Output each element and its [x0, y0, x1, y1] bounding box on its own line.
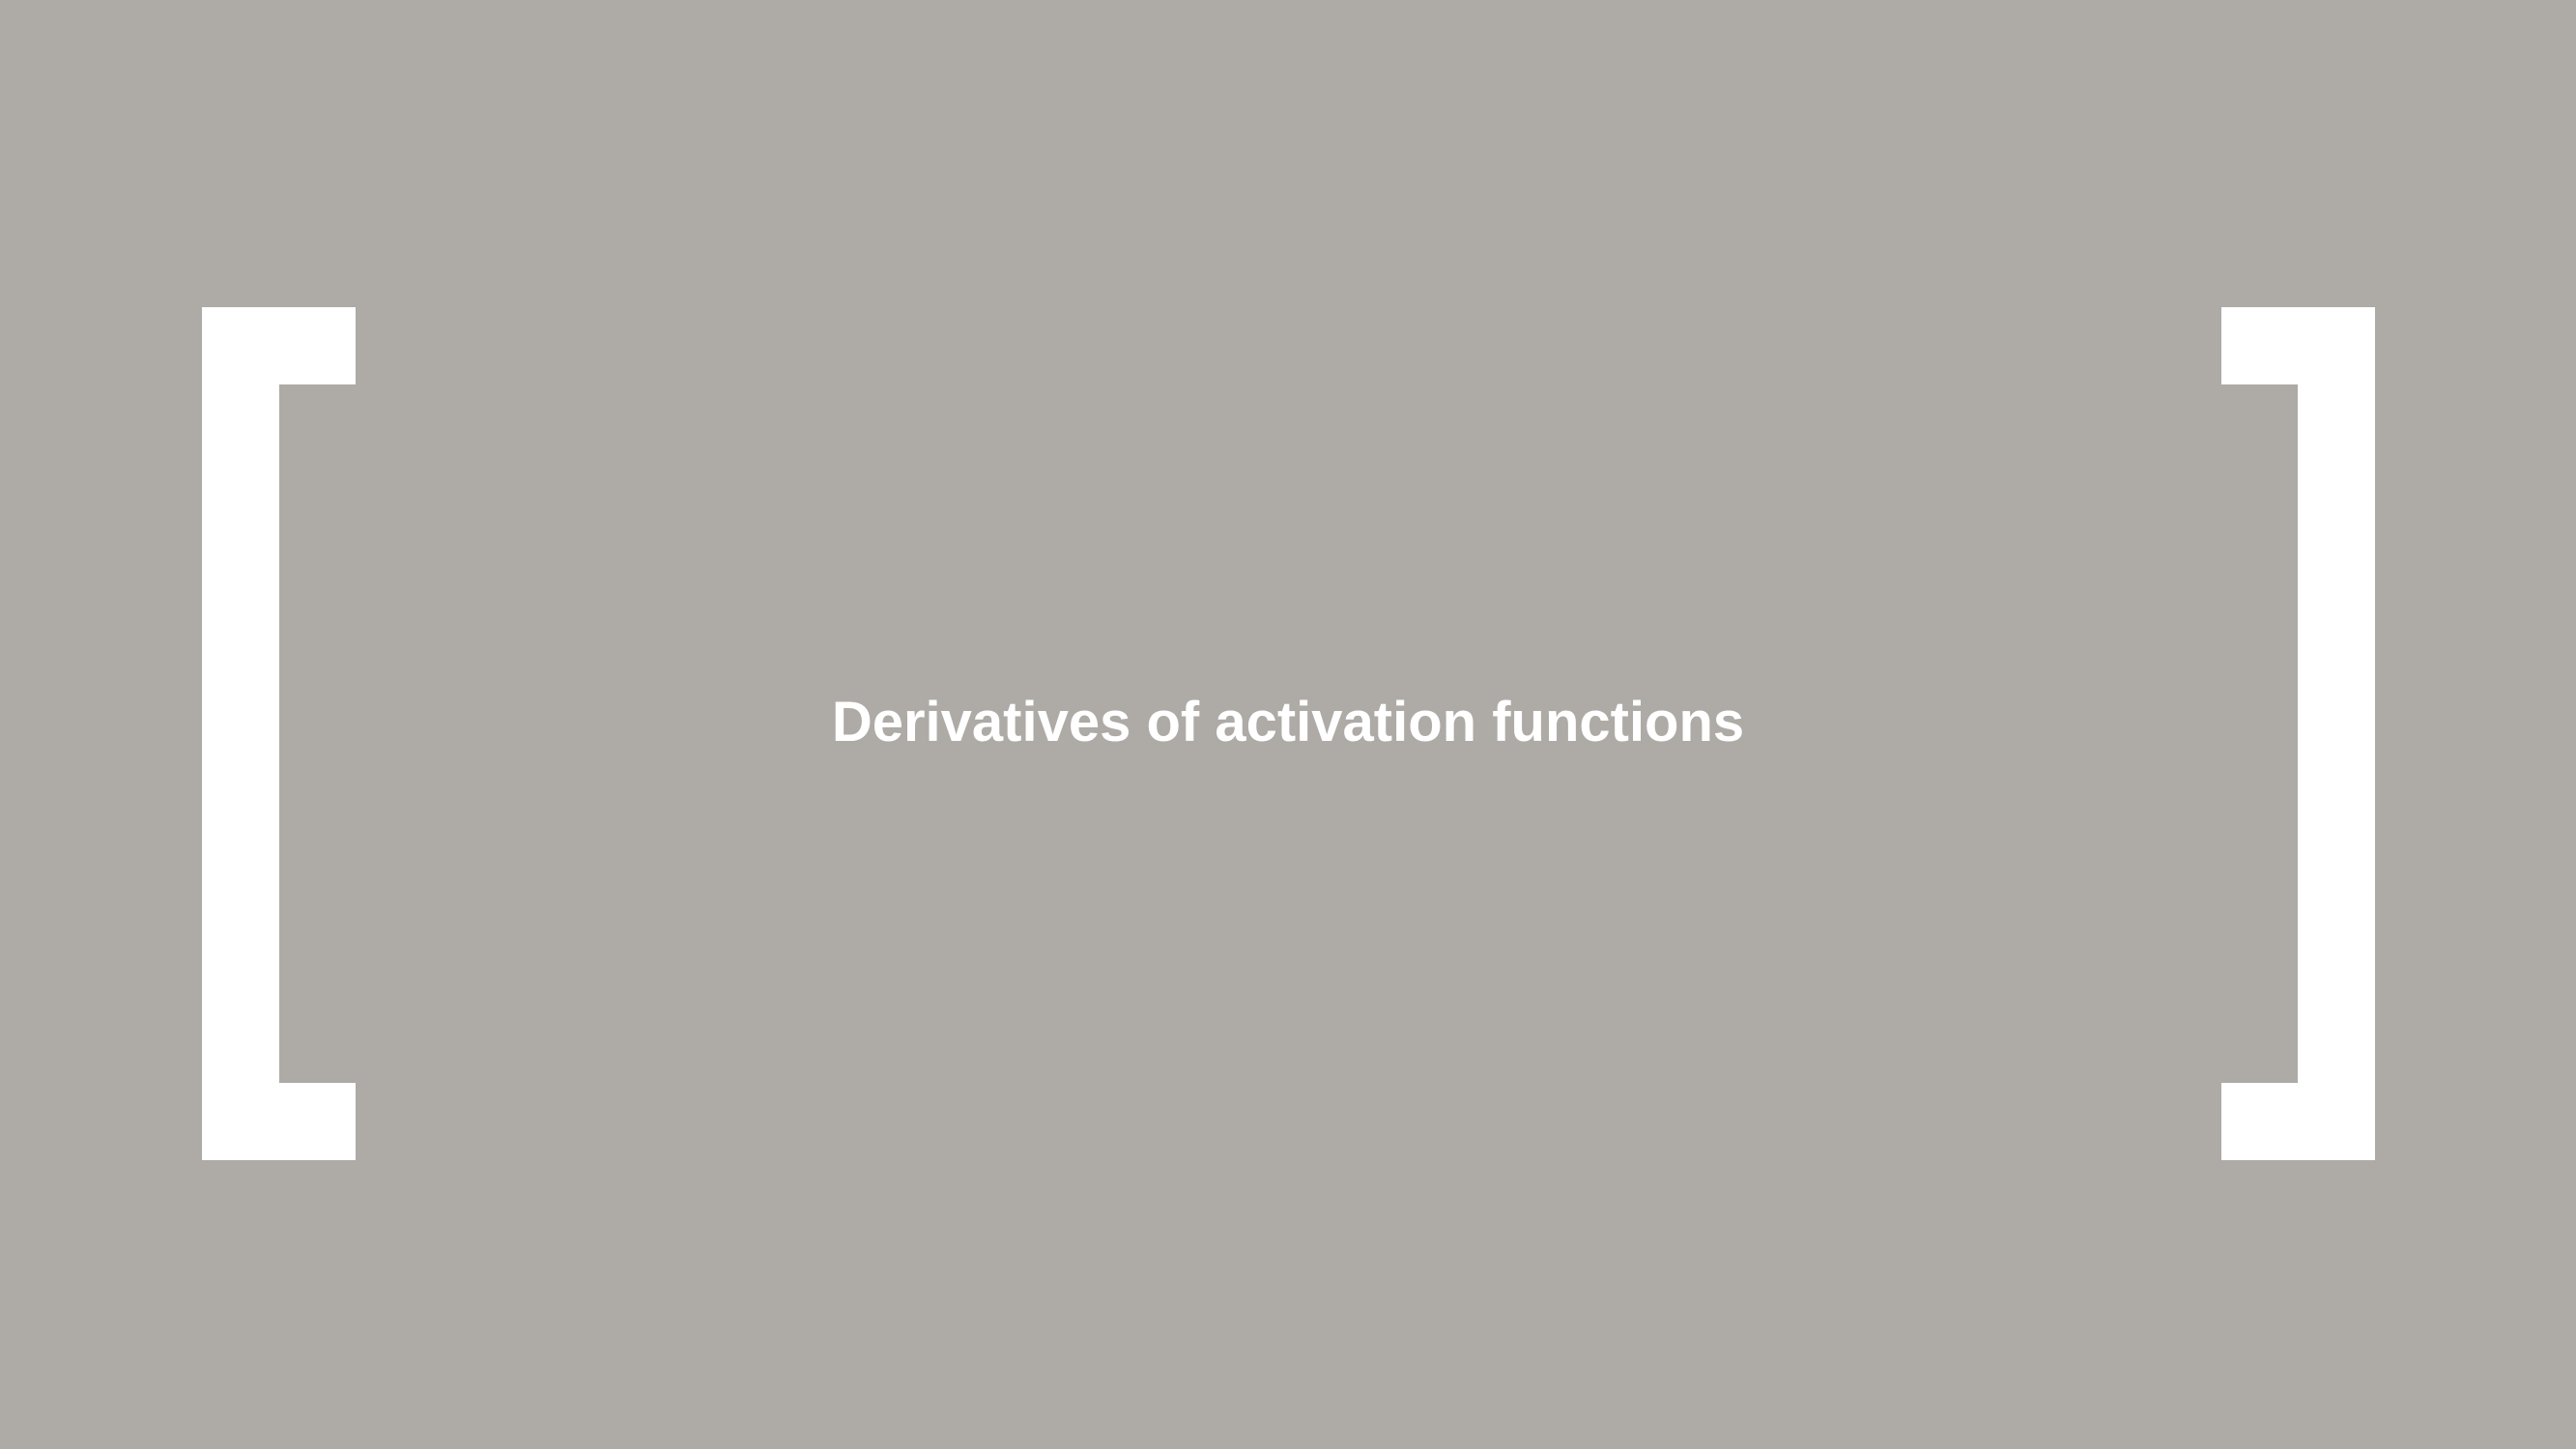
left-bracket-top-arm: [202, 307, 356, 384]
right-bracket-top-arm: [2221, 307, 2375, 384]
left-bracket-vertical: [202, 307, 279, 1160]
slide-title: Derivatives of activation functions: [831, 691, 1745, 753]
left-bracket-bottom-arm: [202, 1083, 356, 1160]
right-bracket-bottom-arm: [2221, 1083, 2375, 1160]
right-bracket-vertical: [2298, 307, 2375, 1160]
